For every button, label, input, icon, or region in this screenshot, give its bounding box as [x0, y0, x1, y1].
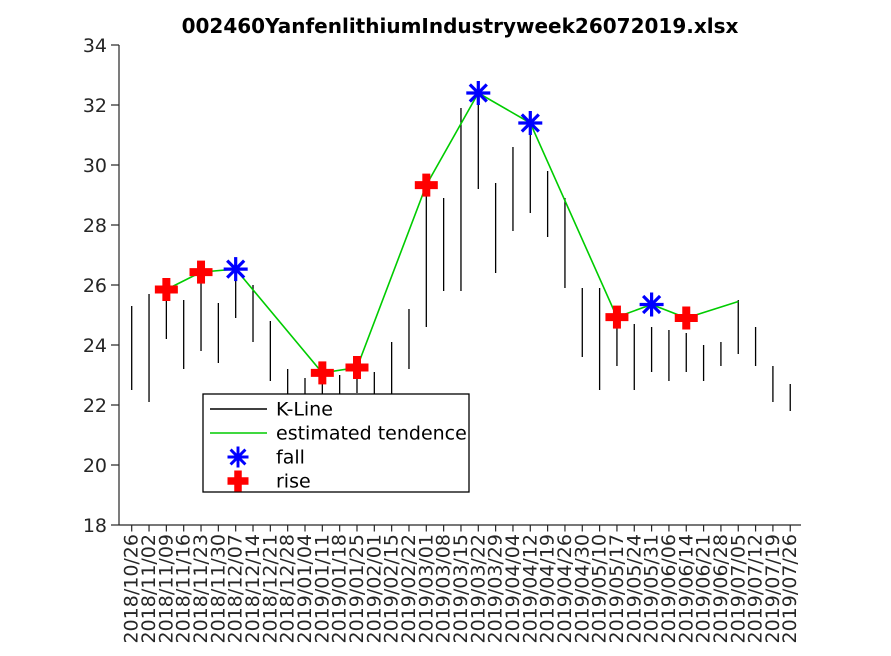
- legend-fall-asterisk-icon: [227, 446, 249, 468]
- y-tick-label: 24: [83, 335, 107, 357]
- fall-marker: [639, 292, 664, 317]
- x-tick-label: 2019/05/31: [641, 534, 663, 644]
- x-tick-label: 2019/03/15: [450, 534, 472, 644]
- x-tick-label: 2019/07/12: [745, 534, 767, 644]
- y-tick-label: 28: [83, 215, 107, 237]
- x-tick-label: 2019/04/30: [571, 534, 593, 644]
- x-tick-label: 2019/01/18: [329, 534, 351, 644]
- x-tick-label: 2018/11/30: [207, 534, 229, 644]
- x-tick-label: 2019/01/11: [311, 534, 333, 644]
- x-tick-label: 2019/01/04: [294, 534, 316, 644]
- rise-marker: [414, 173, 438, 197]
- x-tick-label: 2019/04/19: [537, 534, 559, 644]
- y-tick-label: 18: [83, 515, 107, 537]
- x-tick-label: 2019/02/01: [363, 534, 385, 644]
- x-tick-label: 2018/11/02: [138, 534, 160, 644]
- x-tick-label: 2019/06/06: [658, 534, 680, 644]
- x-tick-label: 2018/11/23: [190, 534, 212, 644]
- legend-entry-label: rise: [276, 471, 311, 493]
- x-tick-label: 2019/05/10: [589, 534, 611, 644]
- x-tick-label: 2018/11/09: [155, 534, 177, 644]
- x-tick-label: 2019/07/26: [779, 534, 801, 644]
- x-tick-label: 2019/01/25: [346, 534, 368, 644]
- x-tick-label: 2019/03/08: [433, 534, 455, 644]
- x-tick-label: 2019/04/04: [502, 534, 524, 644]
- axes: [111, 44, 801, 532]
- kline-series: [131, 96, 791, 411]
- x-tick-label: 2018/11/16: [173, 534, 195, 644]
- plot-area: 1820222426283032342018/10/262018/11/0220…: [83, 35, 801, 644]
- fall-marker: [223, 257, 248, 282]
- rise-marker: [154, 278, 178, 301]
- legend-entry-label: estimated tendence: [276, 423, 467, 445]
- x-tick-label: 2018/12/28: [277, 534, 299, 644]
- fall-marker: [518, 111, 543, 135]
- asterisk-stroke: [226, 259, 246, 279]
- y-tick-label: 30: [83, 155, 107, 177]
- x-tick-label: 2019/07/05: [727, 534, 749, 644]
- x-tick-label: 2019/06/21: [693, 534, 715, 644]
- asterisk-stroke: [468, 83, 488, 103]
- x-tick-label: 2019/04/26: [554, 534, 576, 644]
- y-tick-label: 34: [83, 35, 107, 57]
- x-tick-label: 2019/05/24: [623, 534, 645, 644]
- x-tick-label: 2019/04/12: [519, 534, 541, 644]
- x-tick-label: 2019/06/28: [710, 534, 732, 644]
- x-tick-label: 2019/02/22: [398, 534, 420, 644]
- x-tick-label: 2018/12/21: [259, 534, 281, 644]
- rise-marker: [345, 356, 369, 379]
- x-tick-label: 2019/06/14: [675, 534, 697, 644]
- rise-marker: [674, 306, 698, 330]
- x-tick-label: 2019/03/29: [485, 534, 507, 644]
- x-tick-label: 2018/12/07: [225, 534, 247, 644]
- asterisk-stroke: [520, 113, 540, 133]
- legend-entry-label: fall: [276, 447, 305, 469]
- legend-rise-plus-icon: [227, 470, 249, 492]
- tendency-line: [166, 91, 739, 374]
- fall-marker: [466, 81, 491, 105]
- y-tick-label: 26: [83, 275, 107, 297]
- x-tick-label: 2018/10/26: [121, 534, 143, 644]
- x-tick-label: 2018/12/14: [242, 534, 264, 644]
- asterisk-stroke: [229, 448, 247, 466]
- x-tick-label: 2019/05/17: [606, 534, 628, 644]
- y-tick-label: 20: [83, 455, 107, 477]
- x-tick-label: 2019/03/22: [467, 534, 489, 644]
- x-tick-label: 2019/07/19: [762, 534, 784, 644]
- legend-box: [202, 393, 470, 493]
- x-tick-label: 2019/02/15: [381, 534, 403, 644]
- rise-marker: [310, 361, 334, 385]
- asterisk-stroke: [641, 294, 662, 315]
- chart-title: 002460YanfenlithiumIndustryweek26072019.…: [182, 14, 739, 38]
- rise-marker: [605, 305, 629, 329]
- legend-entry-label: K-Line: [276, 399, 333, 421]
- rise-marker: [189, 260, 213, 284]
- x-tick-label: 2019/03/01: [415, 534, 437, 644]
- y-tick-label: 32: [83, 95, 107, 117]
- y-tick-label: 22: [83, 395, 107, 417]
